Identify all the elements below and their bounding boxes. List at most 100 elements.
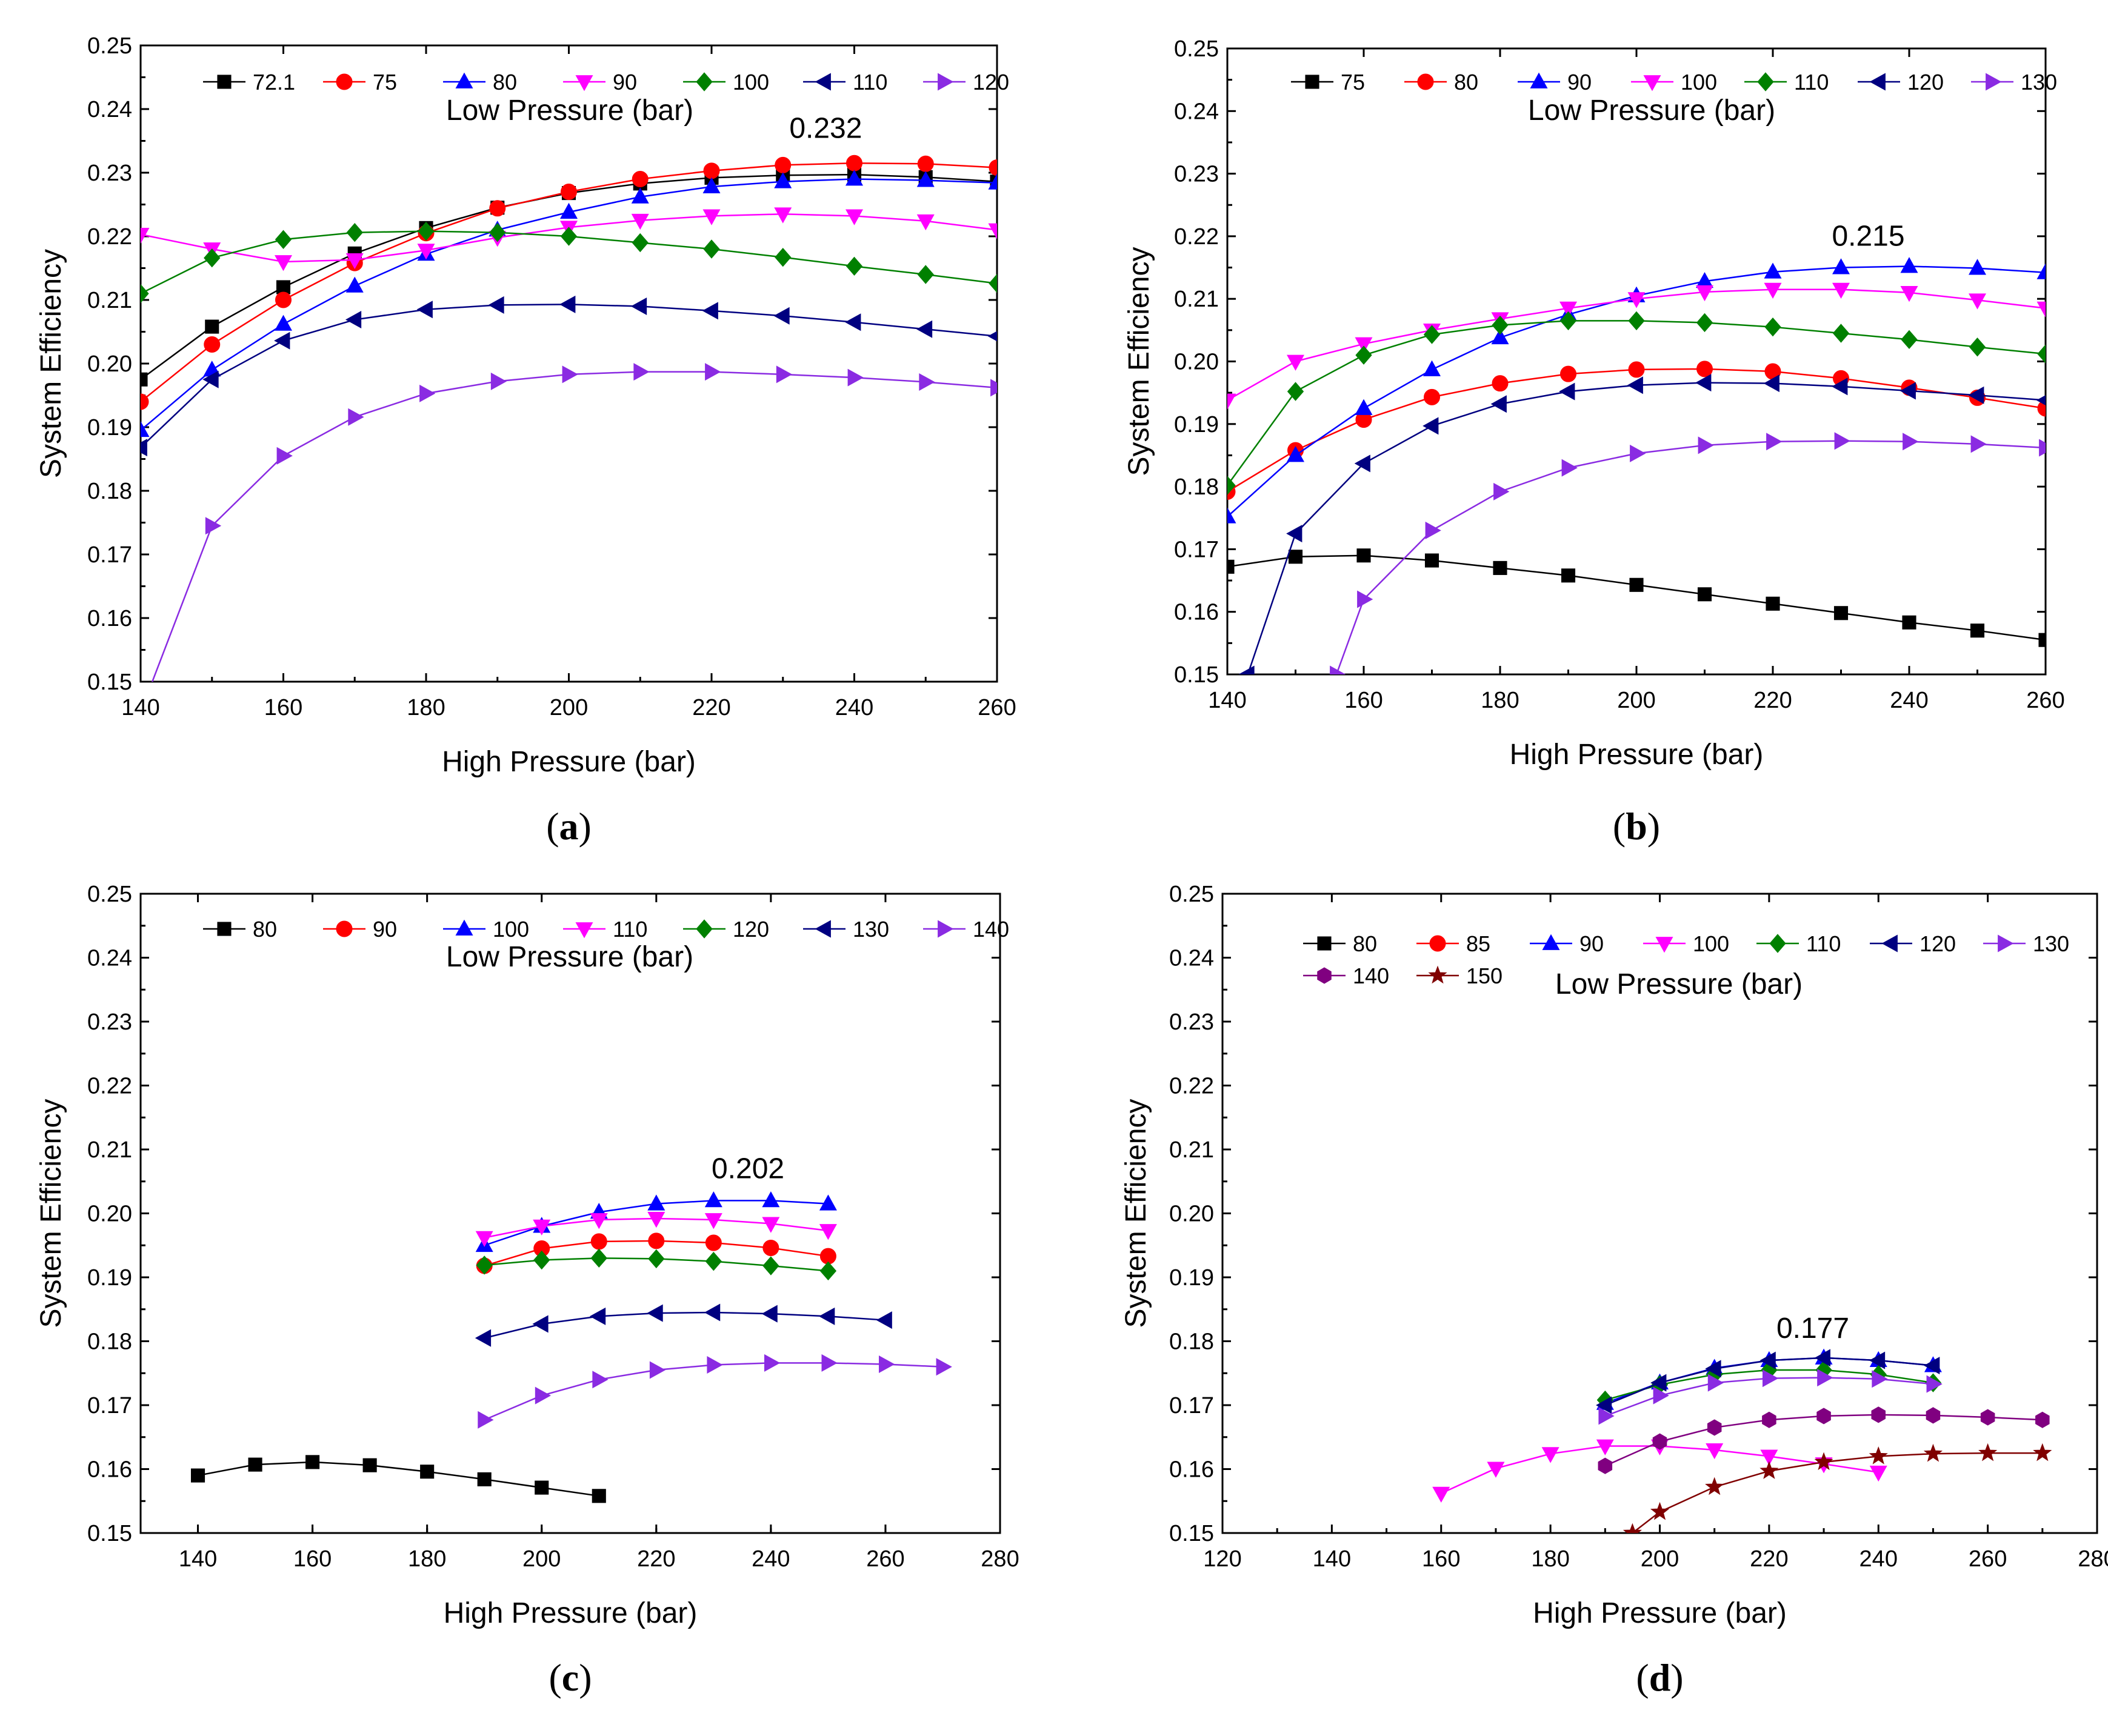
y-tick-label: 0.17: [87, 542, 132, 568]
data-point-100: [1706, 1443, 1724, 1460]
data-point-140: [1762, 1411, 1776, 1428]
legend-label-110: 110: [853, 70, 887, 95]
data-point-90: [648, 1232, 665, 1249]
legend-title: Low Pressure (bar): [446, 95, 693, 127]
data-point-120: [1238, 665, 1255, 674]
data-point-90: [2036, 263, 2046, 279]
y-tick-label: 0.21: [87, 1137, 132, 1163]
legend-label-75: 75: [373, 70, 397, 95]
x-axis-title: High Pressure (bar): [1533, 1597, 1787, 1629]
y-tick-label: 0.24: [87, 97, 132, 122]
x-tick-label: 240: [752, 1546, 790, 1572]
panel-label-letter: a: [559, 805, 579, 848]
legend-label-100: 100: [733, 70, 769, 95]
data-point-100: [275, 230, 292, 249]
data-point-100: [647, 1194, 665, 1211]
series-layer-b: [1227, 257, 2046, 674]
data-point-80: [345, 276, 364, 293]
y-tick-label: 0.20: [87, 351, 132, 377]
data-point-110: [475, 1231, 493, 1247]
data-point-110: [345, 311, 362, 329]
panel-label-letter: b: [1626, 805, 1647, 848]
data-point-140: [1652, 1433, 1667, 1450]
data-point-130: [1926, 1375, 1943, 1393]
data-point-100: [775, 247, 792, 267]
x-tick-label: 220: [1750, 1546, 1788, 1572]
data-point-75: [1629, 577, 1644, 592]
series-line-120: [151, 371, 997, 682]
legend-label-72.1: 72.1: [253, 70, 295, 95]
panel-label-a: (a): [546, 805, 592, 848]
y-tick-label: 0.15: [1174, 662, 1219, 688]
data-point-100: [1541, 1447, 1559, 1463]
data-point-120: [1559, 382, 1575, 401]
data-point-80: [141, 421, 150, 437]
data-point-130: [704, 1303, 721, 1322]
data-point-120: [1924, 1357, 1940, 1375]
data-point-75: [1561, 568, 1576, 583]
data-point-110: [845, 313, 861, 331]
data-point-75: [2038, 633, 2046, 647]
series-line-130: [484, 1311, 886, 1339]
data-point-75: [1493, 560, 1507, 575]
data-point-80: [1424, 388, 1440, 405]
x-tick-label: 220: [692, 695, 730, 720]
legend-label-130: 130: [2021, 70, 2057, 95]
data-point-80: [592, 1489, 606, 1503]
max-efficiency-annotation: 0.202: [712, 1152, 784, 1185]
legend-marker-130: [1986, 73, 2002, 91]
data-point-110: [1628, 311, 1645, 331]
data-point-120: [1900, 382, 1916, 400]
legend-marker-90: [1542, 934, 1560, 950]
data-point-80: [774, 172, 792, 188]
y-tick-label: 0.19: [87, 415, 132, 441]
data-point-120: [476, 1255, 493, 1275]
y-tick-label: 0.21: [1169, 1137, 1214, 1163]
data-point-110: [1764, 317, 1781, 337]
data-point-75: [1227, 559, 1235, 574]
data-point-80: [1560, 365, 1576, 382]
x-tick-label: 200: [522, 1546, 561, 1572]
data-point-110: [559, 295, 576, 313]
x-tick-label: 260: [1969, 1546, 2007, 1572]
data-point-120: [490, 372, 507, 390]
y-tick-label: 0.20: [87, 1202, 132, 1227]
y-tick-label: 0.17: [1174, 537, 1219, 562]
data-point-75: [1424, 553, 1439, 568]
data-point-100: [418, 221, 435, 241]
data-point-110: [1355, 345, 1372, 365]
y-axis-title: System Efficiency: [35, 249, 67, 478]
legend-marker-100: [1655, 937, 1673, 953]
x-tick-label: 160: [264, 695, 302, 720]
data-point-80: [916, 171, 935, 187]
data-point-110: [916, 320, 933, 338]
data-point-90: [631, 213, 649, 230]
data-point-120: [1423, 417, 1439, 435]
data-point-130: [1834, 432, 1850, 450]
legend-marker-110: [815, 73, 831, 91]
x-tick-label: 140: [179, 1546, 217, 1572]
legend-title: Low Pressure (bar): [446, 941, 693, 973]
data-point-80: [190, 1468, 205, 1483]
data-point-120: [1705, 1360, 1721, 1378]
x-tick-label: 280: [2078, 1546, 2108, 1572]
data-point-90: [1764, 262, 1782, 279]
data-point-100: [1869, 1465, 1887, 1482]
y-tick-label: 0.20: [1174, 350, 1219, 375]
x-tick-label: 120: [1203, 1546, 1241, 1572]
y-tick-label: 0.21: [87, 288, 132, 313]
y-tick-label: 0.15: [87, 1521, 132, 1546]
legend-marker-100: [1643, 75, 1661, 91]
data-point-110: [819, 1224, 837, 1240]
data-point-130: [1872, 1370, 1888, 1388]
data-point-130: [1903, 433, 1919, 451]
data-point-100: [1760, 1449, 1778, 1466]
data-point-110: [630, 298, 647, 315]
data-point-140: [535, 1386, 552, 1405]
x-tick-label: 160: [293, 1546, 332, 1572]
panel-label-paren-open: (: [1613, 805, 1626, 848]
legend-label-85: 85: [1466, 931, 1490, 956]
data-point-120: [633, 363, 650, 381]
data-point-100: [1596, 1439, 1614, 1455]
x-tick-label: 140: [121, 695, 159, 720]
